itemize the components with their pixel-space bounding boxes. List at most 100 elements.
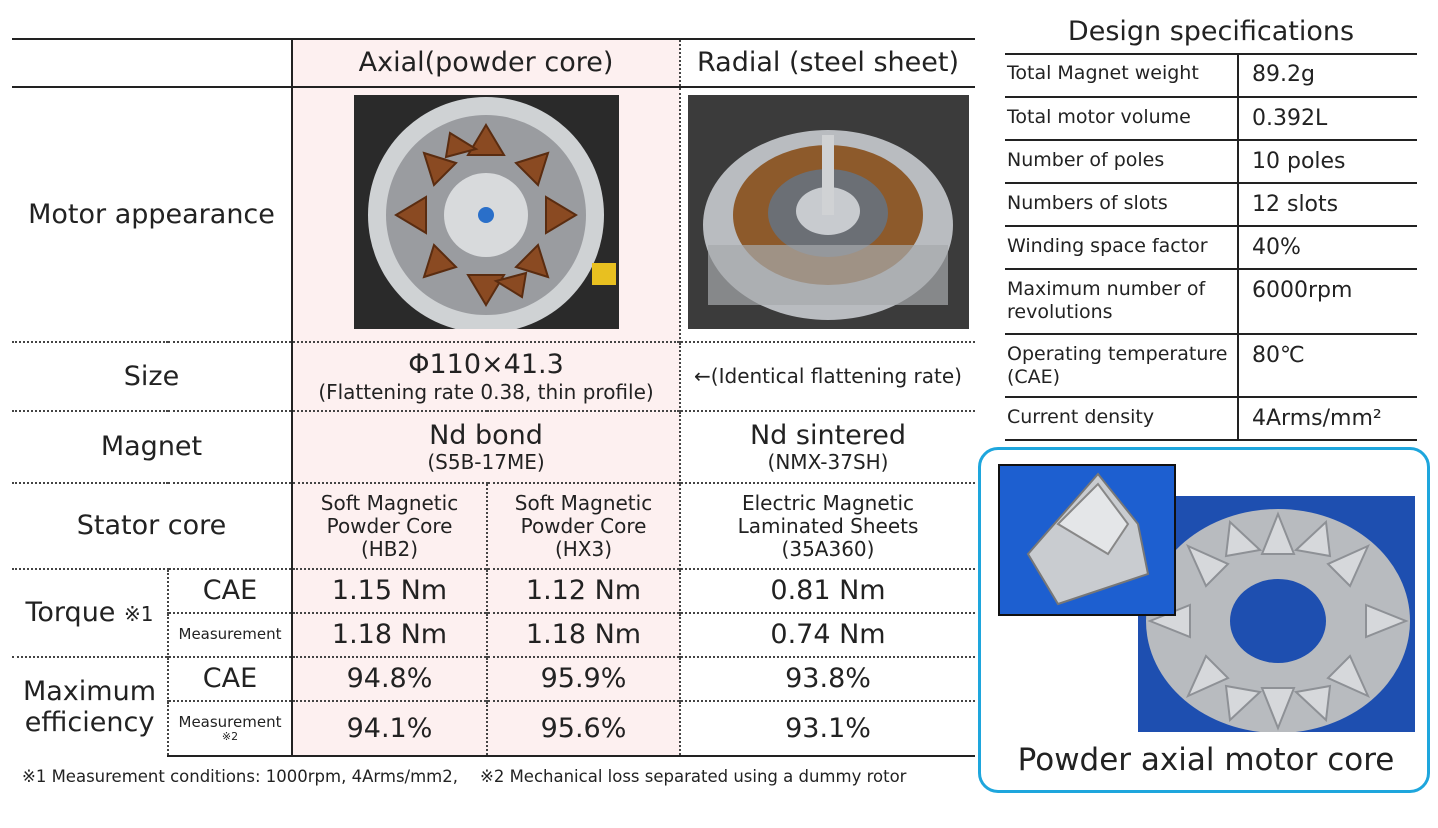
row-label-text: Stator core <box>76 510 227 542</box>
cell-text: 94.8% <box>346 663 433 695</box>
sub-label: CAE <box>167 568 292 613</box>
cell-text: ←(Identical flattening rate) <box>694 364 962 388</box>
spec-row: Operating temperature (CAE) 80℃ <box>1005 334 1417 398</box>
spec-value: 40% <box>1237 226 1417 270</box>
row-label-text: Magnet <box>100 431 203 463</box>
spec-label: Operating temperature (CAE) <box>1005 334 1238 398</box>
note-mark: ※2 <box>221 729 239 743</box>
cell-line: (HX3) <box>554 536 613 561</box>
note-mark: ※1 <box>124 602 154 627</box>
spec-value: 12 slots <box>1237 183 1417 227</box>
photo-caption: Powder axial motor core <box>1017 742 1395 778</box>
powder-core-closeup <box>998 464 1176 616</box>
row-label: Motor appearance <box>12 87 292 342</box>
sub-label: Measurement ※2 <box>167 700 292 757</box>
cell-text: 1.12 Nm <box>525 575 642 607</box>
column-header: Radial (steel sheet) <box>679 38 976 88</box>
cell: ←(Identical flattening rate) <box>679 341 976 411</box>
cell-line: Powder Core <box>520 513 647 538</box>
cell-line: Soft Magnetic <box>514 490 653 515</box>
row-label-text: Torque <box>25 597 116 629</box>
cell-text: 95.6% <box>540 712 627 744</box>
radial-motor-photo <box>687 95 969 330</box>
cell-note: (Flattening rate 0.38, thin profile) <box>318 379 654 404</box>
cell-line: (HB2) <box>360 536 419 561</box>
column-header-text: Axial(powder core) <box>358 47 614 79</box>
cell: 1.12 Nm <box>485 568 681 613</box>
photo-frame <box>978 447 1430 793</box>
spec-label: Maximum number of revolutions <box>1005 269 1238 335</box>
spec-value: 80℃ <box>1237 334 1417 398</box>
cell-text: Nd bond <box>429 419 543 451</box>
cell-text: Nd sintered <box>749 419 907 451</box>
sub-label-text: CAE <box>202 575 258 607</box>
cell: Soft Magnetic Powder Core (HX3) <box>485 482 681 569</box>
row-label: Size <box>12 341 292 411</box>
cell-text: 0.81 Nm <box>770 575 886 607</box>
cell-text: 1.18 Nm <box>331 619 448 651</box>
cell: 1.18 Nm <box>291 612 487 657</box>
spec-value: 0.392L <box>1237 97 1417 141</box>
spec-label: Number of poles <box>1005 140 1238 184</box>
cell: 94.8% <box>291 656 487 701</box>
spec-value: 4Arms/mm² <box>1237 397 1417 441</box>
specs-table: Total Magnet weight 89.2g Total motor volu… <box>1005 54 1417 441</box>
cell-line: (35A360) <box>781 536 875 561</box>
cell-text: Φ110×41.3 <box>408 349 564 381</box>
footnote: ※2 Mechanical loss separated using a dum… <box>480 767 907 786</box>
spec-label: Total Magnet weight <box>1005 54 1238 98</box>
comparison-table: Axial(powder core) Radial (steel sheet) … <box>12 38 976 757</box>
spec-row: Total Magnet weight 89.2g <box>1005 54 1417 98</box>
cell-line: Electric Magnetic <box>741 490 915 515</box>
cell: Φ110×41.3 (Flattening rate 0.38, thin pro… <box>290 341 681 411</box>
cell: 1.15 Nm <box>291 568 487 613</box>
cell-text: 95.9% <box>540 663 627 695</box>
cell-line: Powder Core <box>326 513 453 538</box>
cell-note: (NMX-37SH) <box>767 450 889 475</box>
cell: 93.1% <box>679 700 976 757</box>
cell-text: 1.18 Nm <box>525 619 642 651</box>
spec-row: Numbers of slots 12 slots <box>1005 183 1417 227</box>
photo-cell <box>290 87 681 342</box>
spec-label: Numbers of slots <box>1005 183 1238 227</box>
cell-text: 0.74 Nm <box>770 619 886 651</box>
spec-value: 10 poles <box>1237 140 1417 184</box>
sub-label-text: Measurement <box>178 625 282 644</box>
spec-row: Total motor volume 0.392L <box>1005 97 1417 141</box>
footnotes: ※1 Measurement conditions: 1000rpm, 4Arm… <box>22 767 906 786</box>
spec-label: Total motor volume <box>1005 97 1238 141</box>
cell: Nd sintered (NMX-37SH) <box>679 410 976 483</box>
cell-text: 93.8% <box>785 663 871 695</box>
sub-label: Measurement <box>167 612 292 657</box>
spec-label: Winding space factor <box>1005 226 1238 270</box>
cell-text: 93.1% <box>785 712 871 744</box>
specs-title: Design specifications <box>1067 16 1355 47</box>
spec-value: 6000rpm <box>1237 269 1417 335</box>
row-label: Magnet <box>12 410 292 483</box>
spec-label: Current density <box>1005 397 1238 441</box>
column-header: Axial(powder core) <box>290 38 681 88</box>
row-label: Maximum efficiency <box>12 656 168 756</box>
sub-label: CAE <box>167 656 292 701</box>
cell: 0.81 Nm <box>679 568 976 613</box>
sub-label-text: Measurement <box>178 712 282 731</box>
cell-line: Soft Magnetic <box>320 490 459 515</box>
photo-cell <box>679 87 976 342</box>
row-label-text: Motor appearance <box>28 198 275 230</box>
row-label-text: Size <box>123 360 180 392</box>
cell: 95.6% <box>485 700 681 757</box>
cell: Nd bond (S5B-17ME) <box>290 410 681 483</box>
corner-cell <box>12 38 292 88</box>
cell: 94.1% <box>291 700 487 757</box>
cell: 1.18 Nm <box>485 612 681 657</box>
footnote: ※1 Measurement conditions: 1000rpm, 4Arm… <box>22 767 458 786</box>
powder-core-photo <box>1138 496 1415 732</box>
cell-text: 1.15 Nm <box>331 575 448 607</box>
spec-row: Maximum number of revolutions 6000rpm <box>1005 269 1417 335</box>
cell: Electric Magnetic Laminated Sheets (35A360… <box>679 482 976 569</box>
cell: 93.8% <box>679 656 976 701</box>
cell: 0.74 Nm <box>679 612 976 657</box>
column-header-text: Radial (steel sheet) <box>697 47 960 79</box>
row-label: Stator core <box>12 482 292 569</box>
